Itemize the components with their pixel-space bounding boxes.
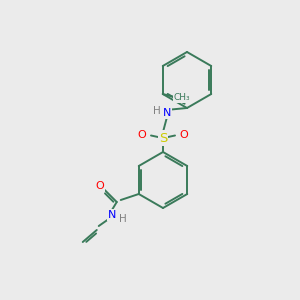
Text: S: S [159, 131, 167, 145]
Text: O: O [180, 130, 188, 140]
Text: N: N [108, 210, 116, 220]
Text: N: N [163, 108, 171, 118]
Text: O: O [95, 181, 104, 191]
Text: H: H [153, 106, 161, 116]
Text: O: O [138, 130, 146, 140]
Text: H: H [119, 214, 127, 224]
Text: CH₃: CH₃ [173, 94, 190, 103]
